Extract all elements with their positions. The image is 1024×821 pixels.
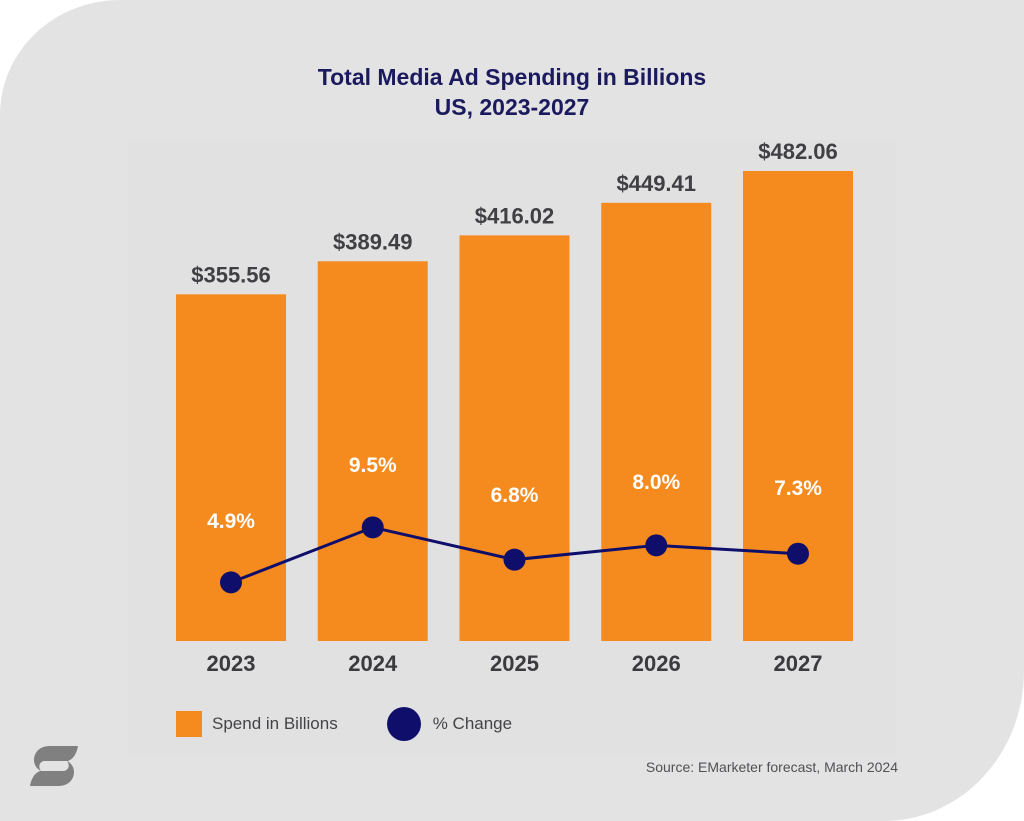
pct-change-label: 9.5% xyxy=(349,454,397,477)
pct-change-point-2024 xyxy=(361,516,384,539)
bar-value-label: $355.56 xyxy=(191,262,271,287)
bar-2024 xyxy=(317,261,428,641)
labels-layer: $355.56 4.9% 2023 $389.49 9.5% 2024 $416.02 6.8… xyxy=(191,139,838,676)
x-tick-label: 2025 xyxy=(490,651,539,676)
bar-2025 xyxy=(459,235,570,642)
chart-subtitle: US, 2023-2027 xyxy=(434,94,590,120)
legend-swatch-change xyxy=(386,707,421,741)
legend-label-change: % Change xyxy=(432,714,513,733)
line-layer xyxy=(220,516,809,594)
bar-2026 xyxy=(601,202,712,641)
x-tick-label: 2023 xyxy=(207,651,256,676)
bar-value-label: $416.02 xyxy=(475,203,555,228)
legend-swatch-spend xyxy=(176,711,202,737)
legend-label-spend: Spend in Billions xyxy=(212,714,338,733)
bar-value-label: $389.49 xyxy=(333,229,413,254)
pct-change-label: 6.8% xyxy=(491,484,539,507)
pct-change-label: 4.9% xyxy=(207,510,255,533)
pct-change-point-2025 xyxy=(503,548,526,571)
x-tick-label: 2027 xyxy=(774,651,823,676)
bar-value-label: $449.41 xyxy=(616,171,696,196)
chart-title: Total Media Ad Spending in Billions xyxy=(317,64,707,90)
bar-value-label: $482.06 xyxy=(758,139,838,164)
x-tick-label: 2024 xyxy=(348,651,398,676)
source-note: Source: EMarketer forecast, March 2024 xyxy=(645,759,898,775)
legend: Spend in Billions % Change xyxy=(176,707,512,741)
pct-change-point-2027 xyxy=(787,542,809,565)
bar-2027 xyxy=(743,171,853,641)
pct-change-point-2026 xyxy=(645,534,668,557)
pct-change-point-2023 xyxy=(220,571,242,594)
x-tick-label: 2026 xyxy=(632,651,681,676)
brand-s-logo-icon xyxy=(30,746,78,786)
pct-change-label: 8.0% xyxy=(632,471,680,494)
pct-change-label: 7.3% xyxy=(774,477,822,500)
